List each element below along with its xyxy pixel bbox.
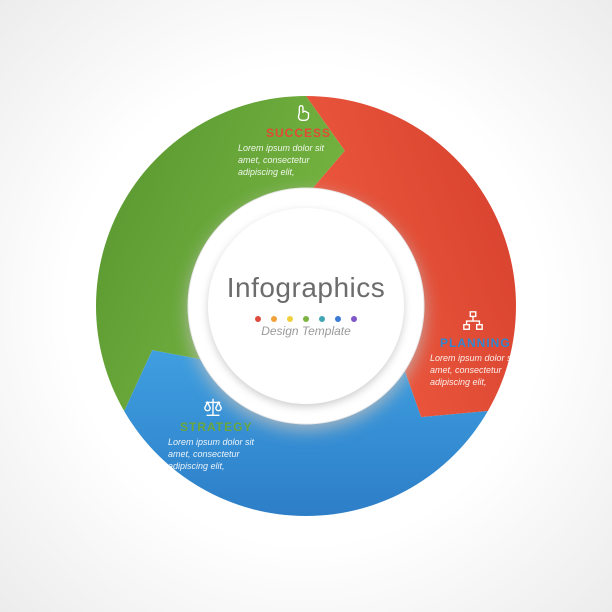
body-planning: Lorem ipsum dolor sit amet, consectetur … — [430, 352, 530, 388]
center-disc-inner — [208, 208, 404, 404]
accent-dot — [287, 316, 293, 322]
label-success: SUCCESS — [266, 126, 331, 140]
balance-scale-icon — [202, 396, 224, 418]
ring-chart — [0, 0, 612, 612]
infographic-stage: { "type": "circular-arrow-infographic", … — [0, 0, 612, 612]
center-title: Infographics — [0, 272, 612, 304]
org-chart-icon — [462, 310, 484, 332]
body-strategy: Lorem ipsum dolor sit amet, consectetur … — [168, 436, 268, 472]
body-success: Lorem ipsum dolor sit amet, consectetur … — [238, 142, 338, 178]
accent-dot — [271, 316, 277, 322]
accent-dot — [303, 316, 309, 322]
accent-dot — [335, 316, 341, 322]
accent-dot — [319, 316, 325, 322]
accent-dot — [351, 316, 357, 322]
accent-dot — [255, 316, 261, 322]
center-subtitle: Design Template — [0, 324, 612, 338]
label-planning: PLANNING — [440, 336, 511, 350]
label-strategy: STRATEGY — [180, 420, 252, 434]
pointer-hand-icon — [292, 102, 314, 124]
